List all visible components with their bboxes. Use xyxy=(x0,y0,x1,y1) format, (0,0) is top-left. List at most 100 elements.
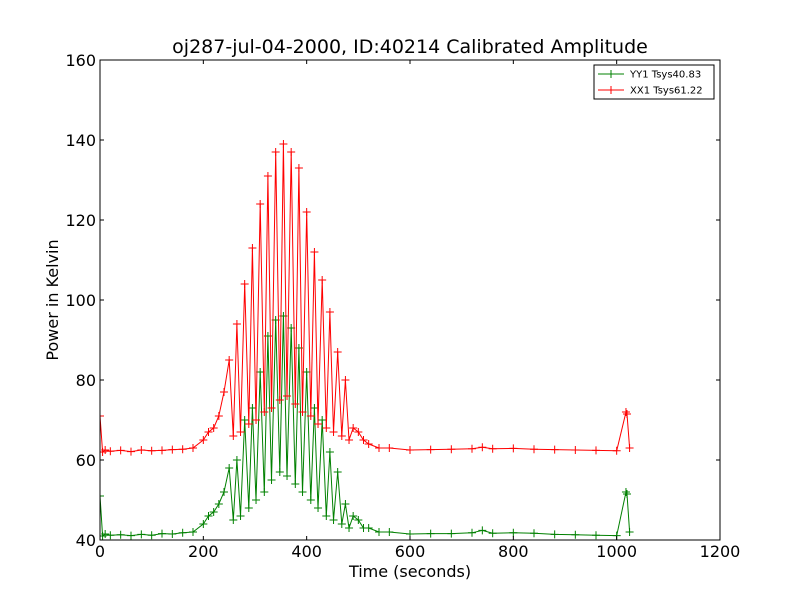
axis-ticks: 0 200 400 600 800 1000 1200 40 60 80 100 120 140 160 xyxy=(65,51,740,561)
data-point xyxy=(318,276,327,284)
data-point xyxy=(337,432,346,440)
data-point xyxy=(310,404,319,412)
data-point xyxy=(375,528,383,536)
data-point xyxy=(406,446,414,454)
data-point xyxy=(283,472,292,480)
data-point xyxy=(220,488,228,496)
data-point xyxy=(214,412,223,420)
data-point xyxy=(314,420,323,428)
data-point xyxy=(550,445,559,454)
y-tick-label: 60 xyxy=(76,451,96,470)
y-tick-label: 120 xyxy=(65,211,96,230)
legend-swatch-marker xyxy=(607,86,615,94)
data-point xyxy=(116,446,125,455)
data-point xyxy=(625,528,634,536)
data-point xyxy=(364,524,373,532)
data-point xyxy=(325,308,334,316)
data-point xyxy=(294,164,303,172)
data-point xyxy=(447,445,456,454)
data-point xyxy=(426,445,435,454)
x-tick-label: 0 xyxy=(95,542,105,561)
data-point xyxy=(260,408,269,416)
data-point xyxy=(329,516,338,524)
data-point xyxy=(263,172,272,180)
data-point xyxy=(287,148,296,156)
data-point xyxy=(341,500,350,508)
data-point xyxy=(325,448,334,456)
data-point xyxy=(306,412,315,420)
data-point xyxy=(426,529,435,538)
data-point xyxy=(158,529,166,538)
data-point xyxy=(571,446,580,454)
data-point xyxy=(291,480,300,488)
data-point xyxy=(385,444,394,452)
series-group xyxy=(100,140,634,540)
data-point xyxy=(209,508,218,516)
data-point xyxy=(345,436,354,444)
chart-title: oj287-jul-04-2000, ID:40214 Calibrated A… xyxy=(172,36,648,58)
data-point xyxy=(101,530,110,538)
data-point xyxy=(349,424,358,432)
data-point xyxy=(364,440,373,448)
data-point xyxy=(509,528,518,537)
data-point xyxy=(359,436,368,444)
data-point xyxy=(100,492,104,500)
series-line-yy1 xyxy=(100,315,631,537)
data-point xyxy=(209,424,218,432)
data-point xyxy=(225,464,234,472)
data-point xyxy=(447,529,456,538)
data-point xyxy=(571,530,580,539)
data-point xyxy=(385,528,394,536)
data-point xyxy=(137,530,146,539)
data-point xyxy=(592,531,600,540)
data-point xyxy=(127,447,135,456)
data-point xyxy=(478,526,487,535)
y-tick-label: 40 xyxy=(76,531,96,550)
data-point xyxy=(229,432,238,440)
data-point xyxy=(306,496,315,504)
data-point xyxy=(168,530,177,538)
data-point xyxy=(106,531,115,540)
data-point xyxy=(116,530,125,539)
x-tick-label: 400 xyxy=(291,542,322,561)
data-point xyxy=(314,504,323,512)
y-tick-label: 100 xyxy=(65,291,96,310)
y-tick-label: 140 xyxy=(65,131,96,150)
data-point xyxy=(509,444,518,453)
data-point xyxy=(256,368,265,376)
series-line-xx1 xyxy=(100,143,631,453)
y-tick-label: 160 xyxy=(65,51,96,70)
data-point xyxy=(592,446,600,455)
data-point xyxy=(168,445,177,454)
data-point xyxy=(271,148,280,156)
data-point xyxy=(298,488,307,496)
x-axis-label: Time (seconds) xyxy=(348,562,471,581)
data-point xyxy=(345,524,354,532)
x-tick-label: 800 xyxy=(498,542,529,561)
data-point xyxy=(106,447,115,456)
x-tick-label: 1000 xyxy=(596,542,637,561)
plot-area xyxy=(100,140,634,540)
data-point xyxy=(322,424,331,432)
y-axis-label: Power in Kelvin xyxy=(43,239,62,360)
data-point xyxy=(375,444,383,452)
data-point xyxy=(232,320,241,328)
legend-box xyxy=(593,64,715,100)
data-point xyxy=(283,392,292,400)
data-point xyxy=(252,416,261,424)
data-point xyxy=(220,388,228,396)
data-point xyxy=(318,416,327,424)
data-point xyxy=(478,443,487,452)
data-point xyxy=(267,404,276,412)
data-point xyxy=(101,446,110,454)
data-point xyxy=(236,428,245,436)
data-point xyxy=(621,488,630,496)
data-point xyxy=(229,516,238,524)
data-point xyxy=(468,444,476,453)
plot-frame xyxy=(99,59,721,541)
data-point xyxy=(623,410,631,418)
data-point xyxy=(612,446,621,455)
data-point xyxy=(240,416,249,424)
data-point xyxy=(204,512,213,520)
